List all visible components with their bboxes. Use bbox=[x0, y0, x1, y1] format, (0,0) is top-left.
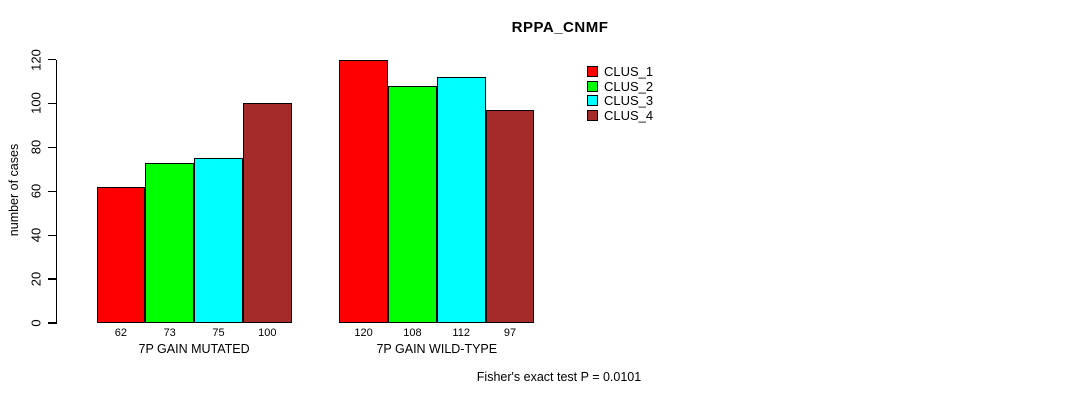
legend-swatch bbox=[587, 80, 598, 92]
bar-value-label: 97 bbox=[503, 327, 517, 339]
bar-value-label: 75 bbox=[212, 327, 225, 339]
y-tick-mark bbox=[48, 146, 57, 148]
y-tick-label: 40 bbox=[28, 227, 44, 243]
bar-clus_3-2 bbox=[436, 77, 486, 323]
bar-clus_3-1 bbox=[194, 158, 243, 323]
group-label: 7P GAIN MUTATED bbox=[138, 341, 250, 356]
y-tick-mark bbox=[48, 234, 57, 236]
bar-clus_2-2 bbox=[388, 85, 437, 323]
legend-swatch bbox=[587, 109, 598, 121]
y-tick-label: 0 bbox=[28, 319, 44, 327]
legend-swatch bbox=[587, 66, 598, 77]
y-tick-mark bbox=[48, 58, 57, 61]
y-tick-label: 20 bbox=[28, 271, 44, 287]
y-tick-mark bbox=[48, 190, 57, 192]
y-tick-mark bbox=[48, 278, 57, 280]
legend-label: CLUS_1 bbox=[604, 64, 654, 79]
bar-clus_1-2 bbox=[339, 59, 388, 323]
bar-value-label: 62 bbox=[114, 327, 128, 339]
bar-value-label: 108 bbox=[403, 327, 422, 339]
bar-clus_4-1 bbox=[242, 103, 292, 323]
y-tick-label: 80 bbox=[28, 140, 44, 155]
group-label: 7P GAIN WILD-TYPE bbox=[376, 341, 498, 356]
y-axis-line bbox=[56, 59, 58, 325]
bar-clus_2-1 bbox=[145, 162, 195, 323]
legend-item: CLUS_2 bbox=[587, 78, 654, 94]
bar-value-label: 120 bbox=[354, 327, 373, 339]
y-tick-label: 60 bbox=[28, 184, 44, 199]
bar-value-label: 112 bbox=[452, 327, 470, 339]
bar-clus_1-1 bbox=[96, 186, 146, 323]
legend-item: CLUS_3 bbox=[587, 93, 654, 108]
y-tick-label: 120 bbox=[28, 48, 44, 71]
legend-swatch bbox=[587, 95, 598, 106]
legend-label: CLUS_3 bbox=[604, 93, 654, 108]
y-axis-label: number of cases bbox=[7, 143, 21, 237]
bar-value-label: 73 bbox=[163, 327, 176, 339]
bar-clus_4-2 bbox=[485, 110, 535, 323]
legend-item: CLUS_1 bbox=[587, 64, 654, 79]
fisher-test-annotation: Fisher's exact test P = 0.0101 bbox=[476, 370, 642, 384]
chart-title: RPPA_CNMF bbox=[511, 19, 609, 36]
legend-label: CLUS_4 bbox=[604, 107, 654, 123]
y-tick-mark bbox=[48, 102, 57, 105]
y-tick-mark bbox=[48, 322, 57, 324]
y-tick-label: 100 bbox=[28, 92, 44, 115]
legend: CLUS_1 CLUS_2 CLUS_3 CLUS_4 bbox=[587, 64, 654, 124]
legend-item: CLUS_4 bbox=[587, 107, 654, 123]
bar-value-label: 100 bbox=[258, 327, 277, 339]
legend-label: CLUS_2 bbox=[604, 78, 654, 94]
